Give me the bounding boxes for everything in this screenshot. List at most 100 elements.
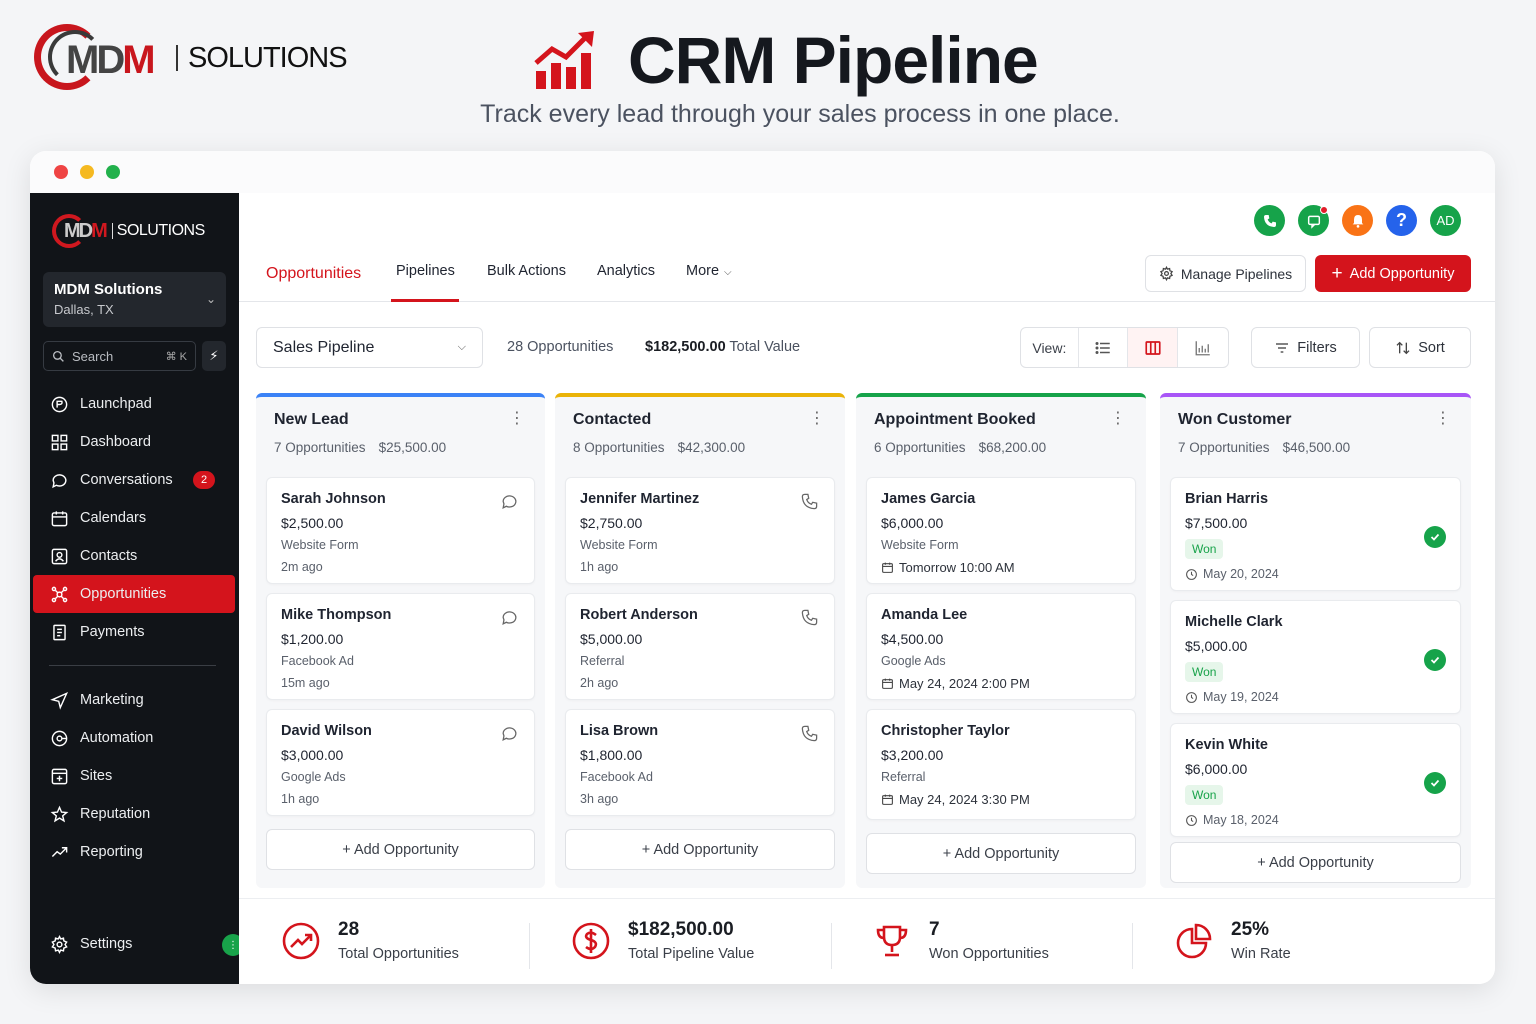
alerts-button[interactable] [1342,205,1373,236]
clock-icon [1186,691,1197,703]
sidebar: MDM SOLUTIONS MDM Solutions Dallas, TX ⌄… [30,193,244,984]
sidebar-item-contacts[interactable]: Contacts [30,537,239,575]
calendar-icon [882,562,893,573]
receipt-icon [53,624,66,640]
sidebar-nav: Launchpad Dashboard Conversations 2 Cale… [30,385,239,871]
opportunity-card[interactable]: Sarah Johnson $2,500.00 Website Form 2m … [266,477,535,584]
lead-source: Facebook Ad [281,654,354,668]
sidebar-item-settings[interactable]: Settings [30,925,239,963]
announcement-icon [1307,215,1320,229]
list-icon [1095,341,1110,354]
gear-icon [51,934,68,954]
clock-icon [1186,814,1197,826]
list-view-button[interactable] [1079,328,1129,367]
stat-won-opportunities: 7 Won Opportunities [872,919,1049,962]
stage-column-won-customer: Won Customer 7 Opportunities $46,500.00 ⋮… [1160,393,1471,888]
opportunity-card[interactable]: Kevin White $6,000.00 Won May 18, 2024 [1170,723,1461,837]
kebab-menu-icon[interactable]: ⋮ [509,410,525,427]
tab-bulk-actions[interactable]: Bulk Actions [487,263,566,279]
sidebar-item-marketing[interactable]: Marketing [30,681,239,719]
search-input[interactable]: Search ⌘ K [43,341,196,371]
lead-source: Website Form [281,538,359,552]
tab-more[interactable]: More ⌵ [686,263,732,279]
tab-analytics[interactable]: Analytics [597,263,656,279]
sidebar-divider [49,665,216,666]
main-content: ? AD Opportunities Pipelines Bulk Action… [239,193,1495,984]
sidebar-item-automation[interactable]: Automation [30,719,239,757]
sidebar-item-reputation[interactable]: Reputation [30,795,239,833]
pipeline-select[interactable]: Sales Pipeline ⌵ [256,327,483,368]
maximize-window-button[interactable] [106,165,120,179]
notifications-chat-button[interactable] [1298,205,1329,236]
sort-icon [1396,341,1410,354]
deal-amount: $6,000.00 [1185,761,1248,777]
sidebar-item-opportunities[interactable]: Opportunities [33,575,235,613]
status-online-icon[interactable]: ⋮ [222,934,244,956]
sidebar-item-payments[interactable]: Payments [30,613,239,651]
phone-icon[interactable] [800,492,819,511]
phone-icon[interactable] [800,608,819,627]
status-badge: Won [1185,662,1224,682]
appointment-time: Tomorrow 10:00 AM [881,560,1121,575]
sidebar-item-conversations[interactable]: Conversations 2 [30,461,239,499]
deal-amount: $3,000.00 [281,747,344,763]
sidebar-item-reporting[interactable]: Reporting [30,833,239,871]
chat-bubble-icon[interactable] [500,724,519,743]
opportunity-card[interactable]: Lisa Brown $1,800.00 Facebook Ad 3h ago [565,709,835,816]
sidebar-logo[interactable]: MDM SOLUTIONS [52,209,205,253]
chat-bubble-icon[interactable] [500,492,519,511]
kebab-menu-icon[interactable]: ⋮ [809,410,825,427]
filters-button[interactable]: Filters [1251,327,1360,368]
opportunity-card[interactable]: David Wilson $3,000.00 Google Ads 1h ago [266,709,535,816]
trending-bar-chart-icon [534,31,594,89]
contact-name: Christopher Taylor [881,723,1010,739]
tab-opportunities[interactable]: Opportunities [266,265,362,282]
sidebar-item-dashboard[interactable]: Dashboard [30,423,239,461]
opportunity-card[interactable]: Michelle Clark $5,000.00 Won May 19, 202… [1170,600,1461,714]
user-avatar[interactable]: AD [1430,205,1461,236]
add-opportunity-column-button[interactable]: + Add Opportunity [266,829,535,870]
rocket-icon [51,396,68,412]
opportunity-card[interactable]: Christopher Taylor $3,200.00 Referral Ma… [866,709,1136,820]
phone-button[interactable] [1254,205,1285,236]
opportunity-card[interactable]: Mike Thompson $1,200.00 Facebook Ad 15m … [266,593,535,700]
add-opportunity-column-button[interactable]: + Add Opportunity [1170,842,1461,883]
conversations-badge: 2 [193,471,215,489]
check-circle-icon [1424,649,1446,671]
contact-name: David Wilson [281,723,372,739]
opportunity-card[interactable]: James Garcia $6,000.00 Website Form Tomo… [866,477,1136,584]
tab-pipelines[interactable]: Pipelines [391,263,459,302]
time-ago: 15m ago [281,676,330,690]
add-opportunity-column-button[interactable]: + Add Opportunity [565,829,835,870]
minimize-window-button[interactable] [80,165,94,179]
lead-source: Google Ads [881,654,946,668]
plus-icon: + [1331,263,1343,284]
kanban-icon [1145,340,1161,355]
opportunity-card[interactable]: Jennifer Martinez $2,750.00 Website Form… [565,477,835,584]
phone-icon[interactable] [800,724,819,743]
kebab-menu-icon[interactable]: ⋮ [1110,410,1126,427]
sidebar-item-launchpad[interactable]: Launchpad [30,385,239,423]
close-window-button[interactable] [54,165,68,179]
chat-bubble-icon[interactable] [500,608,519,627]
quick-action-bolt-icon[interactable]: ⚡ [202,341,226,371]
sidebar-settings: Settings ⋮ [30,925,244,963]
add-opportunity-column-button[interactable]: + Add Opportunity [866,833,1136,874]
lead-source: Website Form [580,538,658,552]
help-button[interactable]: ? [1386,205,1417,236]
board-view-button[interactable] [1128,328,1179,367]
board-toolbar: Sales Pipeline ⌵ 28 Opportunities $182,5… [239,327,1495,369]
opportunity-card[interactable]: Robert Anderson $5,000.00 Referral 2h ag… [565,593,835,700]
lead-source: Referral [580,654,625,668]
manage-pipelines-button[interactable]: Manage Pipelines [1145,255,1306,292]
opportunity-card[interactable]: Amanda Lee $4,500.00 Google Ads May 24, … [866,593,1136,700]
sidebar-item-calendars[interactable]: Calendars [30,499,239,537]
kebab-menu-icon[interactable]: ⋮ [1435,410,1451,427]
sort-button[interactable]: Sort [1369,327,1471,368]
sidebar-item-sites[interactable]: Sites [30,757,239,795]
chart-view-button[interactable] [1178,328,1228,367]
add-opportunity-button[interactable]: + Add Opportunity [1315,255,1471,292]
opportunity-card[interactable]: Brian Harris $7,500.00 Won May 20, 2024 [1170,477,1461,591]
account-switcher[interactable]: MDM Solutions Dallas, TX ⌄ [43,272,226,327]
stage-title: Contacted [573,411,652,428]
